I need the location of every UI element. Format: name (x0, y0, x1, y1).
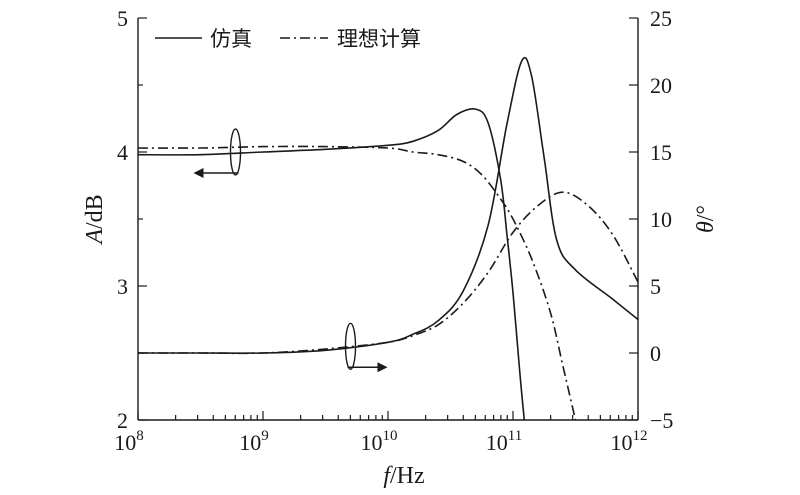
curves (138, 56, 638, 420)
y-left-tick-label: 3 (117, 274, 128, 299)
x-axis-title: f/Hz (383, 463, 424, 489)
y-left-tick-label: 4 (117, 140, 128, 165)
arrowhead-right-icon (377, 362, 388, 373)
x-tick-label: 109 (239, 428, 269, 455)
x-tick-label: 1010 (361, 428, 398, 455)
plot-frame (137, 18, 639, 421)
y-left-tick-label: 2 (117, 408, 128, 433)
y-left-ticks: 2 3 4 5 (117, 6, 147, 433)
y-right-tick-label: 15 (650, 140, 672, 165)
x-tick-label: 1011 (486, 428, 522, 455)
x-tick-label: 108 (114, 428, 144, 455)
legend-label-sim: 仿真 (210, 27, 252, 51)
x-tick-label: 1012 (611, 428, 648, 455)
y-right-tick-label: 25 (650, 6, 672, 31)
y-right-tick-label: 5 (650, 274, 661, 299)
legend-label-ideal: 理想计算 (337, 27, 421, 51)
y-right-axis-title: θ/° (693, 205, 719, 233)
y-right-tick-label: 0 (650, 341, 661, 366)
series-line-3 (138, 191, 638, 355)
series-line-1 (138, 145, 577, 420)
legend: 仿真 理想计算 (155, 27, 421, 51)
y-left-axis-title: A/dB (82, 194, 108, 245)
series-line-2 (138, 56, 638, 354)
axis-marker-ellipse (344, 322, 357, 370)
axis-marker-ellipse (229, 128, 242, 176)
y-right-tick-label: −5 (650, 408, 673, 433)
annotations (193, 128, 388, 373)
y-right-tick-label: 20 (650, 73, 672, 98)
series-line-0 (138, 108, 526, 420)
x-ticks: 108 109 1010 1011 1012 (114, 411, 648, 455)
y-right-tick-label: 10 (650, 207, 672, 232)
y-left-tick-label: 5 (117, 6, 128, 31)
y-right-ticks: −5 0 5 10 15 20 25 (629, 6, 673, 433)
arrowhead-left-icon (193, 168, 204, 178)
